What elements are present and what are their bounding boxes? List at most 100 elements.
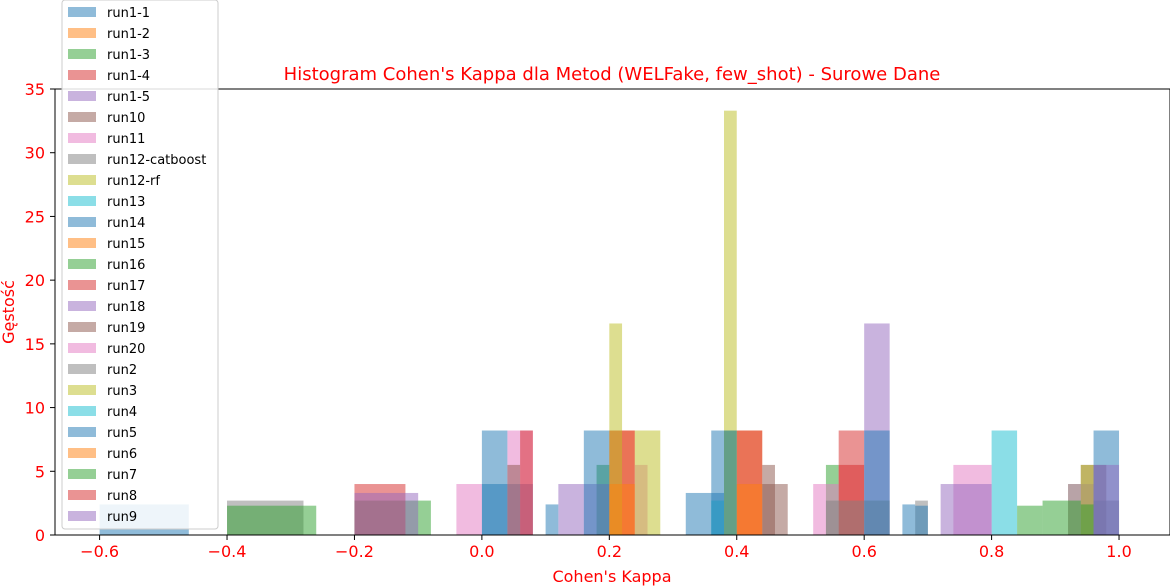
- y-tick-label: 30: [25, 144, 45, 163]
- legend-swatch-run1-2: [68, 28, 96, 38]
- legend-label-run15: run15: [107, 237, 145, 252]
- legend-label-run20: run20: [107, 342, 145, 357]
- legend-label-run12-rf: run12-rf: [107, 174, 160, 189]
- bar-run16-2: [1017, 505, 1043, 535]
- legend-swatch-run10: [68, 112, 96, 122]
- bar-run12-rf-1: [634, 430, 661, 535]
- y-tick-label: 35: [25, 80, 45, 99]
- x-tick-label: −0.6: [80, 542, 119, 561]
- bar-run5-4: [902, 504, 916, 535]
- y-tick-label: 20: [25, 271, 45, 290]
- legend-swatch-run8: [68, 490, 96, 500]
- legend-label-run3: run3: [107, 384, 137, 399]
- legend-swatch-run11: [68, 133, 96, 143]
- x-tick-label: 0.6: [851, 542, 876, 561]
- bar-run9-0: [354, 492, 419, 535]
- legend-label-run7: run7: [107, 468, 137, 483]
- legend-label-run6: run6: [107, 447, 137, 462]
- legend-label-run1-1: run1-1: [107, 6, 150, 21]
- bar-run1-5-0: [558, 484, 584, 535]
- y-tick-label: 0: [35, 526, 45, 545]
- axes-frame: [54, 88, 1170, 536]
- legend-label-run12-catboost: run12-catboost: [107, 153, 206, 168]
- bar-run14-0: [481, 430, 508, 535]
- legend-swatch-run9: [68, 511, 96, 521]
- legend-swatch-run4: [68, 406, 96, 416]
- legend-label-run13: run13: [107, 195, 145, 210]
- legend-swatch-run1-3: [68, 49, 96, 59]
- bar-run2-0: [825, 500, 865, 535]
- bar-run19-0: [507, 464, 521, 535]
- legend-label-run18: run18: [107, 300, 145, 315]
- legend-swatch-run19: [68, 322, 96, 332]
- bar-run15-0: [736, 484, 763, 535]
- x-tick-label: 0.8: [979, 542, 1004, 561]
- legend-label-run1-5: run1-5: [107, 90, 150, 105]
- legend-label-run19: run19: [107, 321, 145, 336]
- legend-swatch-run2: [68, 364, 96, 374]
- legend-swatch-run18: [68, 301, 96, 311]
- bar-run5-5: [864, 430, 890, 535]
- chart-title: Histogram Cohen's Kappa dla Metod (WELFa…: [284, 64, 941, 85]
- legend-label-run16: run16: [107, 258, 145, 273]
- legend-label-run14: run14: [107, 216, 145, 231]
- bar-run5-1: [545, 504, 559, 535]
- legend-swatch-run1-1: [68, 7, 96, 17]
- x-axis-label: Cohen's Kappa: [552, 567, 671, 586]
- legend-label-run9: run9: [107, 510, 137, 525]
- x-axis: −0.6 −0.4 −0.2 0.0 0.2 0.4 0.6 0.8 1.0: [80, 535, 1132, 561]
- bar-run7-0: [1042, 500, 1081, 535]
- legend: run1-1 run1-2 run1-3 run1-4 run1-5 run10 run11…: [61, 0, 219, 530]
- legend-label-run1-4: run1-4: [107, 69, 150, 84]
- bar-run14-2: [915, 505, 928, 535]
- y-tick-label: 15: [25, 335, 45, 354]
- bar-run8-0: [520, 430, 533, 535]
- bar-run13-0: [991, 430, 1018, 535]
- legend-swatch-run5: [68, 427, 96, 437]
- legend-swatch-run3: [68, 385, 96, 395]
- legend-swatch-run20: [68, 343, 96, 353]
- bar-run6-0: [609, 484, 635, 535]
- y-tick-label: 5: [35, 462, 45, 481]
- legend-label-run10: run10: [107, 111, 145, 126]
- x-tick-label: −0.2: [335, 542, 374, 561]
- legend-label-run1-2: run1-2: [107, 27, 150, 42]
- legend-swatch-run12-catboost: [68, 154, 96, 164]
- bar-run5-2: [583, 430, 610, 535]
- y-tick-label: 25: [25, 207, 45, 226]
- bar-run12-rf-0: [609, 323, 623, 535]
- legend-swatch-run6: [68, 448, 96, 458]
- legend-label-run11: run11: [107, 132, 145, 147]
- legend-swatch-run1-4: [68, 70, 96, 80]
- bar-run5-3: [711, 430, 737, 535]
- legend-label-run17: run17: [107, 279, 145, 294]
- x-tick-label: 0.0: [469, 542, 494, 561]
- x-tick-label: 0.2: [597, 542, 622, 561]
- legend-swatch-run1-5: [68, 91, 96, 101]
- x-tick-label: 0.4: [724, 542, 749, 561]
- legend-swatch-run12-rf: [68, 175, 96, 185]
- legend-label-run5: run5: [107, 426, 137, 441]
- legend-label-run2: run2: [107, 363, 137, 378]
- legend-label-run8: run8: [107, 489, 137, 504]
- legend-swatch-run16: [68, 259, 96, 269]
- legend-box: [61, 0, 219, 530]
- y-axis: 0 5 10 15 20 25 30 35: [25, 80, 55, 545]
- bar-run10-1: [762, 464, 775, 535]
- legend-swatch-run13: [68, 196, 96, 206]
- legend-swatch-run17: [68, 280, 96, 290]
- bar-run9-2: [1093, 464, 1120, 535]
- legend-swatch-run14: [68, 217, 96, 227]
- x-tick-label: −0.4: [208, 542, 247, 561]
- x-tick-label: 1.0: [1106, 542, 1131, 561]
- bar-run12-rf-2: [724, 110, 737, 536]
- bar-run20-0: [456, 484, 482, 535]
- bar-run16-0: [227, 505, 317, 535]
- legend-label-run1-3: run1-3: [107, 48, 150, 63]
- bars-layer: [99, 110, 1120, 536]
- bar-run9-1: [940, 484, 992, 535]
- bar-run7-1: [1080, 504, 1094, 535]
- legend-swatch-run7: [68, 469, 96, 479]
- legend-label-run4: run4: [107, 405, 137, 420]
